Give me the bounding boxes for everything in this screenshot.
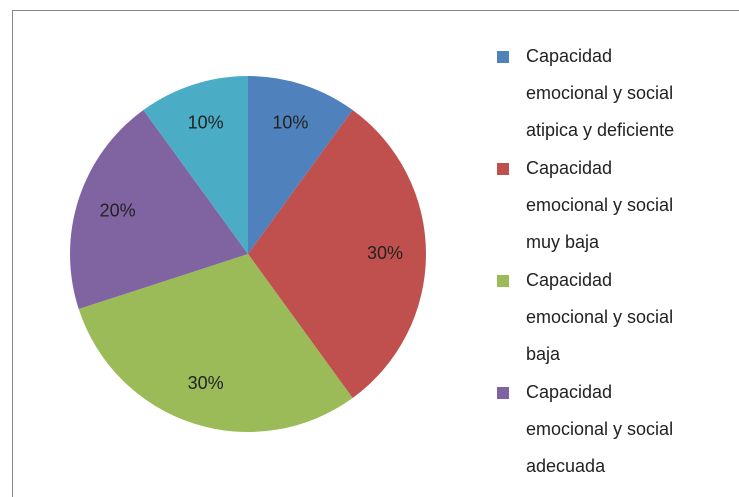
data-label: 30% (188, 373, 224, 393)
legend-entry: Capacidad emocional y social atipica y d… (497, 38, 691, 149)
legend-swatch (497, 163, 509, 175)
legend-entry: Capacidad emocional y social adecuada (497, 374, 691, 485)
data-label: 30% (367, 243, 403, 263)
legend-swatch (497, 51, 509, 63)
legend-label: Capacidad emocional y social muy baja (526, 158, 674, 252)
legend-swatch (497, 275, 509, 287)
data-label: 20% (100, 200, 136, 220)
pie-slice (248, 109, 426, 399)
pie-slice (78, 254, 353, 432)
chart-frame (12, 10, 739, 497)
pie-slice (143, 76, 248, 254)
legend: Capacidad emocional y social atipica y d… (497, 38, 737, 486)
data-label: 10% (272, 112, 308, 132)
legend-label: Capacidad emocional y social atipica y d… (526, 46, 675, 140)
data-label: 10% (188, 112, 224, 132)
legend-swatch (497, 387, 509, 399)
legend-entry: Capacidad emocional y social muy baja (497, 150, 691, 261)
pie-slice (69, 109, 248, 310)
pie-slice (248, 76, 353, 254)
legend-entry: Capacidad emocional y social baja (497, 262, 691, 373)
legend-label: Capacidad emocional y social adecuada (526, 382, 674, 476)
legend-label: Capacidad emocional y social baja (526, 270, 674, 364)
